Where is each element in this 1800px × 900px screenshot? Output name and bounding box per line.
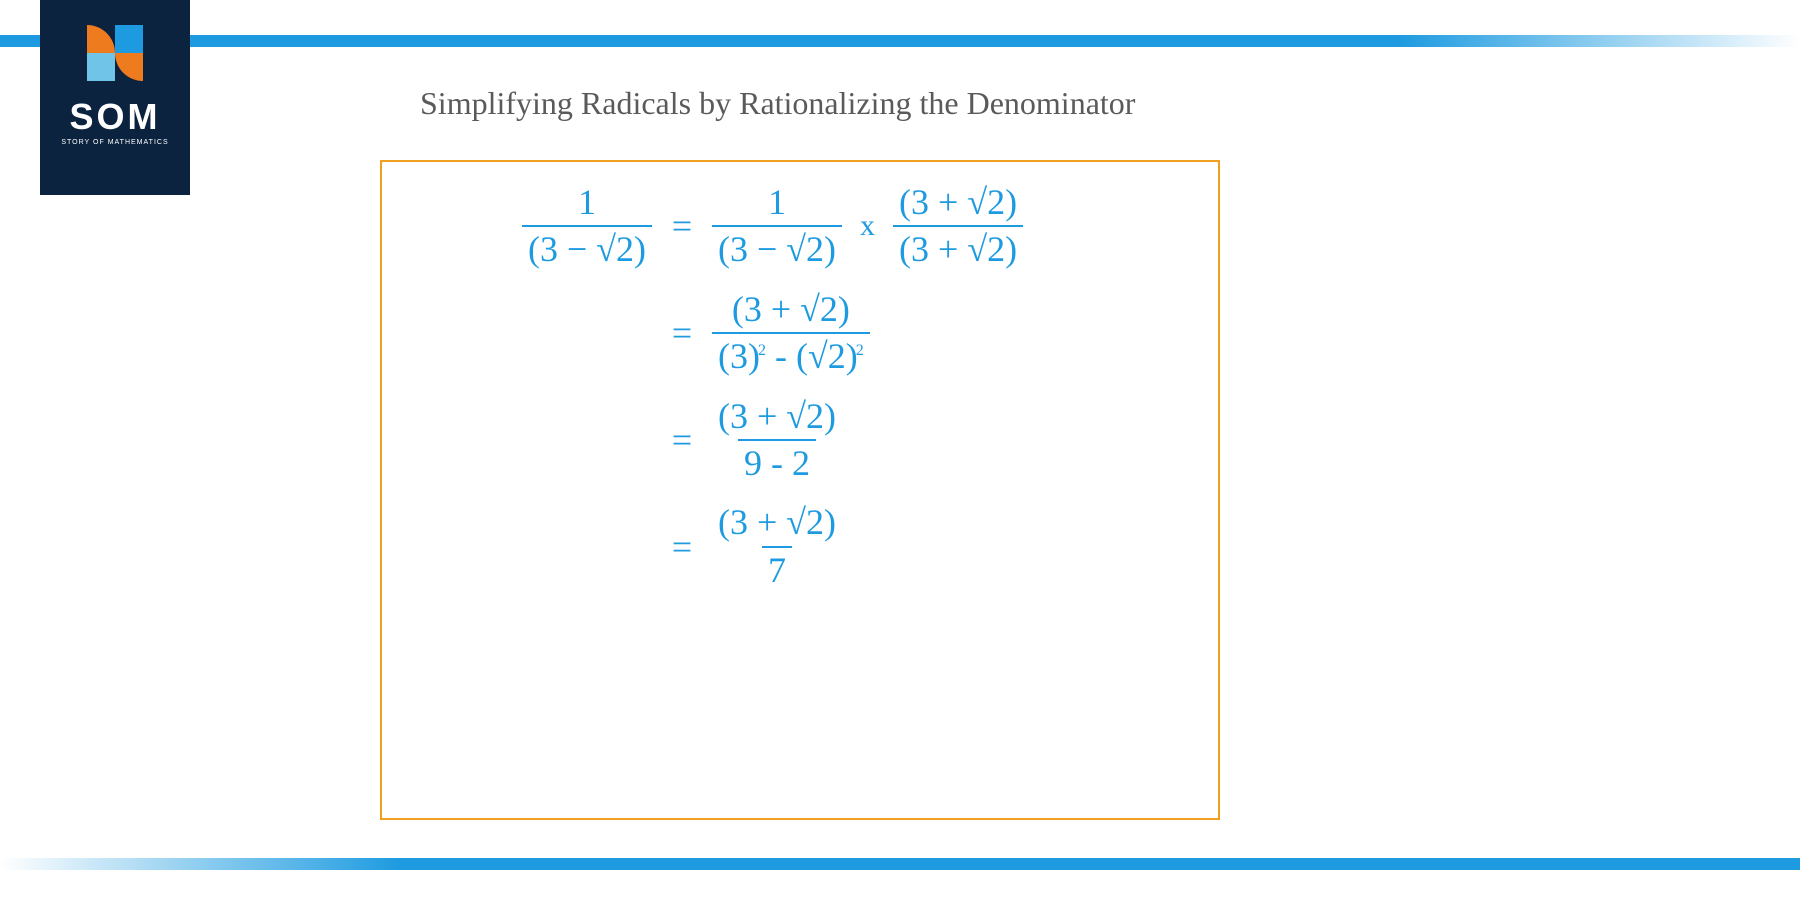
equals-sign: = bbox=[652, 205, 712, 247]
equals-sign: = bbox=[652, 312, 712, 354]
fraction: (3 + √2)(3 + √2) bbox=[893, 182, 1023, 271]
equation-rhs: (3 + √2)(3)2 - (√2)2 bbox=[712, 289, 1188, 378]
fraction-numerator: (3 + √2) bbox=[712, 502, 842, 545]
fraction-denominator: (3)2 - (√2)2 bbox=[712, 332, 870, 377]
equation-line: =(3 + √2)9 - 2 bbox=[412, 396, 1188, 485]
fraction-numerator: (3 + √2) bbox=[893, 182, 1023, 225]
equation-line: =(3 + √2)7 bbox=[412, 502, 1188, 591]
fraction: (3 + √2)9 - 2 bbox=[712, 396, 842, 485]
equals-sign: = bbox=[652, 419, 712, 461]
fraction: 1(3 − √2) bbox=[522, 182, 652, 271]
top-bar-fade bbox=[1400, 35, 1800, 47]
bottom-accent-bar bbox=[0, 858, 1800, 870]
equation-rhs: (3 + √2)9 - 2 bbox=[712, 396, 1188, 485]
fraction: (3 + √2)(3)2 - (√2)2 bbox=[712, 289, 870, 378]
logo-quadrant-tl bbox=[87, 25, 115, 53]
top-accent-bar bbox=[0, 35, 1800, 47]
equation-line: =(3 + √2)(3)2 - (√2)2 bbox=[412, 289, 1188, 378]
logo-subtitle: STORY OF MATHEMATICS bbox=[61, 139, 168, 146]
fraction-denominator: (3 + √2) bbox=[893, 225, 1023, 270]
fraction-denominator: 9 - 2 bbox=[738, 439, 816, 484]
fraction-denominator: (3 − √2) bbox=[522, 225, 652, 270]
equation-line: 1(3 − √2)=1(3 − √2)x(3 + √2)(3 + √2) bbox=[412, 182, 1188, 271]
fraction-numerator: 1 bbox=[572, 182, 602, 225]
equation-rhs: (3 + √2)7 bbox=[712, 502, 1188, 591]
fraction-numerator: (3 + √2) bbox=[712, 396, 842, 439]
badge-content: SOM STORY OF MATHEMATICS bbox=[40, 0, 190, 146]
logo-quadrant-tr bbox=[115, 25, 143, 53]
equation-container: 1(3 − √2)=1(3 − √2)x(3 + √2)(3 + √2)=(3 … bbox=[412, 182, 1188, 591]
logo-icon bbox=[87, 25, 143, 81]
logo-badge: SOM STORY OF MATHEMATICS bbox=[40, 0, 190, 200]
equation-box: 1(3 − √2)=1(3 − √2)x(3 + √2)(3 + √2)=(3 … bbox=[380, 160, 1220, 820]
fraction: 1(3 − √2) bbox=[712, 182, 842, 271]
top-bar-solid bbox=[0, 35, 1400, 47]
equals-sign: = bbox=[652, 526, 712, 568]
bottom-bar-solid bbox=[400, 858, 1800, 870]
logo-text: SOM bbox=[69, 99, 160, 135]
page-title: Simplifying Radicals by Rationalizing th… bbox=[420, 85, 1135, 122]
fraction-numerator: (3 + √2) bbox=[726, 289, 856, 332]
logo-quadrant-br bbox=[115, 53, 143, 81]
fraction-numerator: 1 bbox=[762, 182, 792, 225]
fraction-denominator: (3 − √2) bbox=[712, 225, 842, 270]
logo-quadrant-bl bbox=[87, 53, 115, 81]
fraction: (3 + √2)7 bbox=[712, 502, 842, 591]
bottom-bar-fade bbox=[0, 858, 400, 870]
equation-lhs: 1(3 − √2) bbox=[412, 182, 652, 271]
multiply-operator: x bbox=[860, 209, 875, 243]
equation-rhs: 1(3 − √2) x (3 + √2)(3 + √2) bbox=[712, 182, 1188, 271]
fraction-denominator: 7 bbox=[762, 546, 792, 591]
